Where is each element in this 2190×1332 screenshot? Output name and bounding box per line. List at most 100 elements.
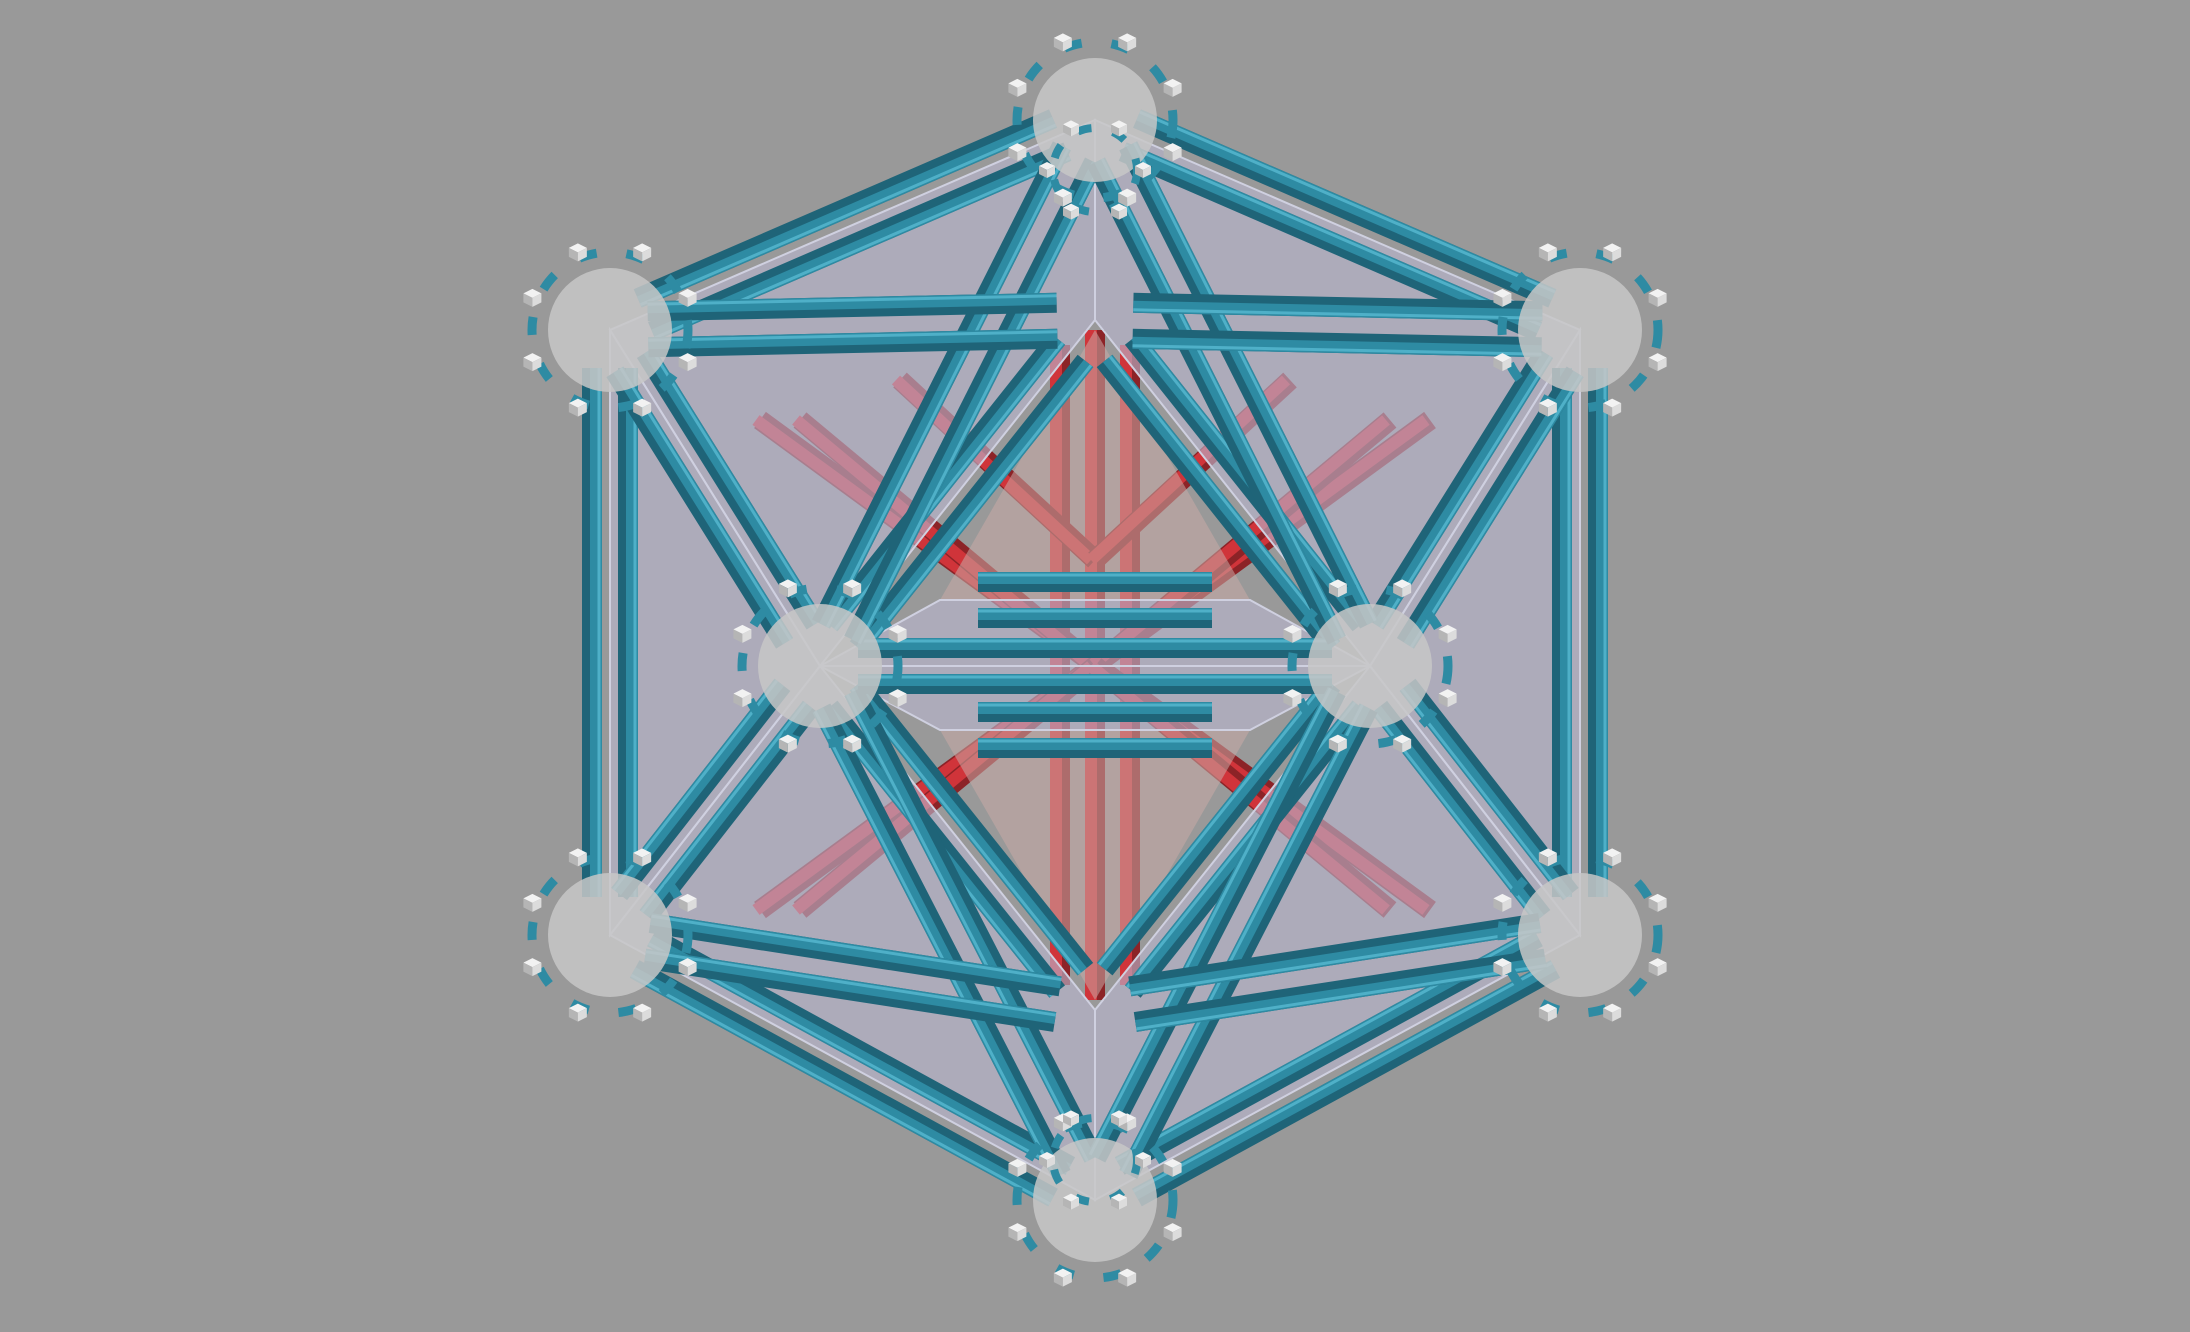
node-right-face <box>1047 166 1055 178</box>
outer-strut <box>1121 142 1542 334</box>
node-left-face <box>1283 629 1293 643</box>
node-right-face <box>1612 852 1622 867</box>
vertex-hubs <box>527 37 1663 1283</box>
connector-node <box>1135 1152 1151 1168</box>
node-left-face <box>1493 962 1503 977</box>
node-right-face <box>1047 1156 1055 1168</box>
node-left-face <box>1111 1114 1119 1127</box>
node-right-face <box>1119 207 1127 220</box>
node-left-face <box>1493 898 1503 912</box>
node-right-face <box>787 739 797 753</box>
node-left-face <box>1603 852 1613 867</box>
node-left-face <box>1648 962 1658 977</box>
connector-node <box>1603 848 1622 867</box>
connector-node <box>1438 624 1457 643</box>
connector-node <box>1493 288 1512 307</box>
connector-node <box>733 624 752 643</box>
vertex-hub <box>548 268 672 392</box>
node-right-face <box>687 898 697 912</box>
connector-node <box>1648 288 1667 307</box>
connector-node <box>678 958 697 977</box>
node-right-face <box>1612 1008 1622 1022</box>
node-left-face <box>1118 1273 1128 1287</box>
connector-node <box>523 958 542 977</box>
node-left-face <box>678 357 688 372</box>
connector-node <box>733 689 752 708</box>
node-left-face <box>678 293 688 307</box>
connector-node <box>523 893 542 912</box>
node-right-face <box>1402 583 1412 598</box>
inner-panel <box>940 730 1250 1000</box>
vertex-hub <box>1033 1138 1157 1262</box>
outer-blue-struts <box>582 109 1608 1207</box>
node-right-face <box>1017 83 1027 97</box>
outer-strut-highlight <box>1132 961 1553 1193</box>
node-left-face <box>1063 207 1071 220</box>
connector-node <box>568 243 587 262</box>
connector-node <box>1283 624 1302 643</box>
outer-strut-highlight <box>1100 158 1345 638</box>
connector-node <box>888 624 907 643</box>
node-right-face <box>577 852 587 867</box>
node-left-face <box>1008 83 1018 97</box>
outer-strut <box>613 366 794 645</box>
node-left-face <box>1538 403 1548 417</box>
node-right-face <box>1017 147 1027 162</box>
node-right-face <box>852 583 862 598</box>
node-right-face <box>1172 1227 1182 1242</box>
node-left-face <box>1063 1197 1071 1210</box>
connector-nodes <box>523 33 1667 1287</box>
node-left-face <box>523 357 533 372</box>
connector-node <box>1063 1110 1079 1127</box>
node-left-face <box>1053 1273 1063 1287</box>
outer-strut <box>629 967 1054 1207</box>
connector-node <box>843 579 862 598</box>
node-top-face <box>1008 143 1027 153</box>
node-left-face <box>568 403 578 417</box>
node-left-face <box>1538 247 1548 262</box>
outer-strut-highlight <box>1120 704 1364 1172</box>
outer-strut-highlight <box>1133 308 1543 320</box>
connector-node <box>1493 958 1512 977</box>
node-right-face <box>577 1008 587 1022</box>
node-right-face <box>1017 1163 1027 1177</box>
node-left-face <box>1438 629 1448 643</box>
node-right-face <box>1172 1163 1182 1177</box>
outer-strut-highlight <box>645 950 1056 1017</box>
node-left-face <box>1648 357 1658 372</box>
node-left-face <box>843 583 853 598</box>
outer-strut <box>1373 351 1554 630</box>
node-left-face <box>1648 898 1658 912</box>
node-left-face <box>523 898 533 912</box>
node-right-face <box>1119 1197 1127 1210</box>
node-left-face <box>1163 147 1173 162</box>
outer-strut-highlight <box>862 364 1093 653</box>
outer-strut <box>1133 300 1543 322</box>
inner-panel <box>940 330 1250 600</box>
outer-strut-highlight <box>1410 374 1583 648</box>
outer-strut <box>1403 370 1584 649</box>
node-left-face <box>1493 293 1503 307</box>
node-right-face <box>1127 1273 1137 1287</box>
vertex-hub <box>758 604 882 728</box>
node-left-face <box>733 629 743 643</box>
node-left-face <box>733 693 743 708</box>
node-right-face <box>1062 193 1072 207</box>
node-left-face <box>1603 403 1613 417</box>
node-right-face <box>1502 898 1512 912</box>
node-right-face <box>1402 739 1412 753</box>
node-left-face <box>633 403 643 417</box>
connector-node <box>1111 1193 1127 1210</box>
connector-node <box>1603 243 1622 262</box>
connector-node <box>1053 1268 1072 1287</box>
connector-node <box>1538 243 1557 262</box>
node-left-face <box>1603 247 1613 262</box>
node-right-face <box>1071 1197 1079 1210</box>
connector-node <box>523 288 542 307</box>
outer-strut-highlight <box>851 687 1082 975</box>
outer-strut <box>649 913 1062 989</box>
connector-node <box>568 848 587 867</box>
hub-ring <box>527 852 693 1018</box>
